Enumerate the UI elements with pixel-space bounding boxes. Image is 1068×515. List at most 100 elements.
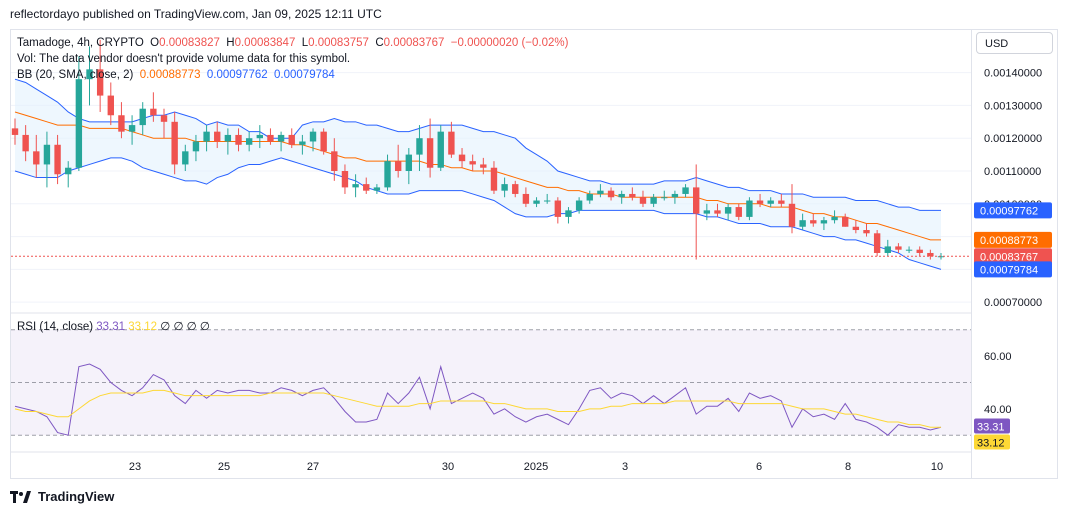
time-axis[interactable]: 23 25 27 30 2025 3 6 8 10 bbox=[129, 461, 943, 473]
candle bbox=[661, 190, 668, 201]
bb-lower-badge: 0.00079784 bbox=[974, 261, 1052, 278]
time-axis-label: 8 bbox=[845, 461, 851, 473]
candle bbox=[33, 134, 40, 178]
candle-body bbox=[916, 249, 923, 253]
candle bbox=[735, 203, 742, 221]
candle-body bbox=[118, 115, 125, 132]
candle-body bbox=[54, 144, 61, 175]
bb-lower-badge-text: 0.00079784 bbox=[980, 264, 1038, 276]
candle-body bbox=[575, 200, 583, 211]
candle-body bbox=[512, 184, 519, 194]
candle bbox=[927, 249, 934, 260]
candle-body bbox=[224, 134, 232, 142]
candle bbox=[65, 161, 72, 188]
candle-body bbox=[320, 131, 327, 152]
candle bbox=[11, 118, 19, 145]
candle bbox=[895, 243, 902, 253]
candle-body bbox=[288, 134, 295, 145]
candle-body bbox=[767, 200, 774, 204]
candle-body bbox=[437, 131, 444, 168]
bb-fill-area bbox=[15, 79, 941, 270]
bb-upper-value: 0.00097762 bbox=[206, 69, 268, 81]
bb-upper-badge-bg bbox=[974, 202, 1052, 219]
rsi-ma-badge-text: 33.12 bbox=[977, 437, 1005, 449]
candle-body bbox=[139, 108, 146, 126]
symbol-label[interactable]: Tamadoge, 4h, CRYPTO bbox=[17, 37, 144, 49]
bb-basis-line bbox=[14, 111, 941, 241]
price-scale-canvas[interactable]: 0.00140000 0.00130000 0.00120000 0.00110000… bbox=[972, 30, 1056, 478]
candle bbox=[682, 184, 689, 198]
candle-body bbox=[96, 69, 104, 96]
candle bbox=[373, 184, 381, 194]
candle bbox=[884, 239, 891, 257]
bb-lower-line bbox=[14, 157, 942, 270]
candle bbox=[522, 187, 530, 208]
candle-body bbox=[203, 131, 210, 142]
candle-body bbox=[11, 128, 19, 135]
candle-body bbox=[639, 197, 647, 204]
candle-body bbox=[182, 151, 189, 165]
candle bbox=[905, 246, 913, 253]
candle-body bbox=[299, 141, 306, 145]
candle bbox=[405, 148, 413, 185]
currency-button[interactable]: USD bbox=[976, 32, 1053, 54]
rsi-value-badge-bg bbox=[974, 418, 1010, 434]
candle bbox=[22, 125, 29, 162]
candle-body bbox=[831, 216, 838, 221]
candle-body bbox=[703, 210, 711, 214]
bb-label[interactable]: BB (20, SMA, close, 2) bbox=[17, 69, 134, 81]
price-tick-label: 0.00130000 bbox=[984, 100, 1042, 112]
candle-body bbox=[331, 151, 338, 171]
candle bbox=[416, 125, 423, 171]
candle bbox=[150, 92, 157, 122]
rsi-ma-line bbox=[14, 389, 941, 428]
rsi-label[interactable]: RSI (14, close) bbox=[17, 321, 94, 333]
candle bbox=[703, 203, 711, 221]
price-tick-label: 0.00140000 bbox=[984, 68, 1042, 80]
candle-body bbox=[394, 161, 402, 171]
candle bbox=[863, 223, 870, 237]
candle-body bbox=[214, 131, 221, 142]
candle-body bbox=[565, 210, 572, 217]
open-label: O bbox=[150, 37, 160, 49]
candle bbox=[96, 39, 104, 112]
brand-name: TradingView bbox=[38, 489, 115, 504]
bb-basis-badge-bg bbox=[974, 231, 1052, 248]
chart-frame[interactable]: 23 25 27 30 2025 3 6 8 10 Tamadoge, 4h, CRYPTO O… bbox=[10, 29, 972, 479]
candle-body bbox=[714, 210, 721, 214]
publisher-line: reflectordayo published on TradingView.c… bbox=[10, 7, 382, 21]
last-price-badge-text: 0.00083767 bbox=[980, 251, 1038, 263]
candle-body bbox=[618, 193, 625, 198]
candle bbox=[842, 213, 849, 227]
candle-body bbox=[746, 200, 753, 217]
candle bbox=[331, 138, 338, 181]
change-value: −0.00000020 (−0.02%) bbox=[450, 37, 569, 49]
candle bbox=[639, 190, 647, 208]
candle-body bbox=[256, 134, 263, 139]
candle-body bbox=[86, 69, 93, 80]
candle-body bbox=[480, 164, 487, 168]
close-label: C bbox=[375, 37, 384, 49]
close-value: 0.00083767 bbox=[383, 37, 445, 49]
candle bbox=[394, 144, 402, 178]
candle-body bbox=[235, 134, 242, 145]
candle-body bbox=[905, 249, 913, 251]
candle bbox=[480, 157, 487, 175]
bb-upper-badge: 0.00097762 bbox=[974, 202, 1052, 219]
rsi-value: 33.31 bbox=[96, 321, 126, 333]
open-value: 0.00083827 bbox=[159, 37, 220, 49]
rsi-ma-value: 33.12 bbox=[128, 321, 158, 333]
candle bbox=[448, 121, 455, 158]
candle bbox=[352, 174, 359, 198]
candle-body bbox=[150, 108, 157, 116]
candle-body bbox=[363, 184, 370, 191]
candle bbox=[245, 131, 253, 152]
candle-body bbox=[448, 131, 455, 155]
price-scale[interactable]: 0.00140000 0.00130000 0.00120000 0.00110000… bbox=[972, 29, 1058, 479]
bb-row: BB (20, SMA, close, 2) 0.00088773 0.0009… bbox=[17, 67, 568, 83]
chart-canvas[interactable]: 23 25 27 30 2025 3 6 8 10 bbox=[11, 30, 971, 478]
tradingview-brand[interactable]: TradingView bbox=[10, 489, 114, 504]
candle-body bbox=[22, 134, 29, 152]
candle bbox=[182, 144, 189, 171]
candle-body bbox=[682, 187, 689, 194]
